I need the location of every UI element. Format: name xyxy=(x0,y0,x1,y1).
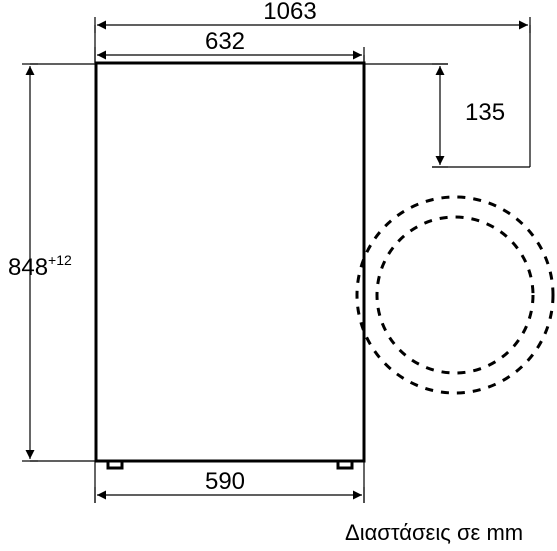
door-outer-circle xyxy=(357,197,553,393)
door-inner-circle xyxy=(377,217,533,373)
dim-rect-width-label: 632 xyxy=(205,28,245,55)
dim-body-height-label: 848+12 xyxy=(8,252,72,281)
appliance-body xyxy=(96,63,364,461)
foot-1 xyxy=(338,461,352,468)
foot-0 xyxy=(108,461,122,468)
dim-base-width-label: 590 xyxy=(205,468,245,495)
caption: Διαστάσεις σε mm xyxy=(345,520,523,545)
dim-door-height-label: 135 xyxy=(465,99,505,126)
dim-total-width-label: 1063 xyxy=(263,0,316,25)
